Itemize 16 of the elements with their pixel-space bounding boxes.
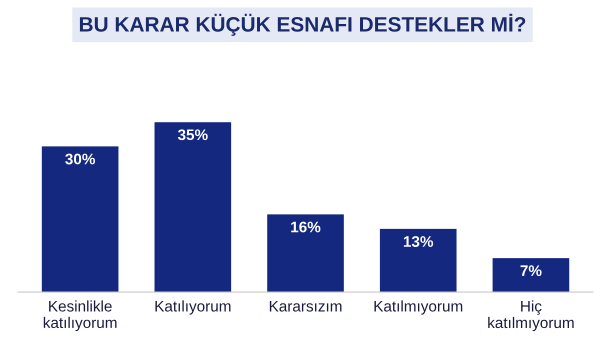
x-tick-label: Katılmıyorum xyxy=(374,300,462,315)
data-label: 30% xyxy=(65,154,96,164)
x-tick-label: Hiç katılmıyorum xyxy=(488,300,574,332)
data-label: 7% xyxy=(520,265,542,276)
chart-title: BU KARAR KÜÇÜK ESNAFI DESTEKLER Mİ? xyxy=(80,14,526,36)
x-tick-label: Kesinlikle katılıyorum xyxy=(44,300,116,332)
bar xyxy=(380,228,457,292)
x-tick-label: Katılıyorum xyxy=(155,300,230,315)
bar xyxy=(154,122,232,292)
bar xyxy=(267,214,344,292)
data-label: 35% xyxy=(178,129,208,140)
data-label: 16% xyxy=(291,222,320,232)
bar xyxy=(42,146,118,292)
data-label: 13% xyxy=(404,236,434,247)
x-tick-label: Kararsızım xyxy=(270,300,342,312)
bar xyxy=(492,258,570,292)
